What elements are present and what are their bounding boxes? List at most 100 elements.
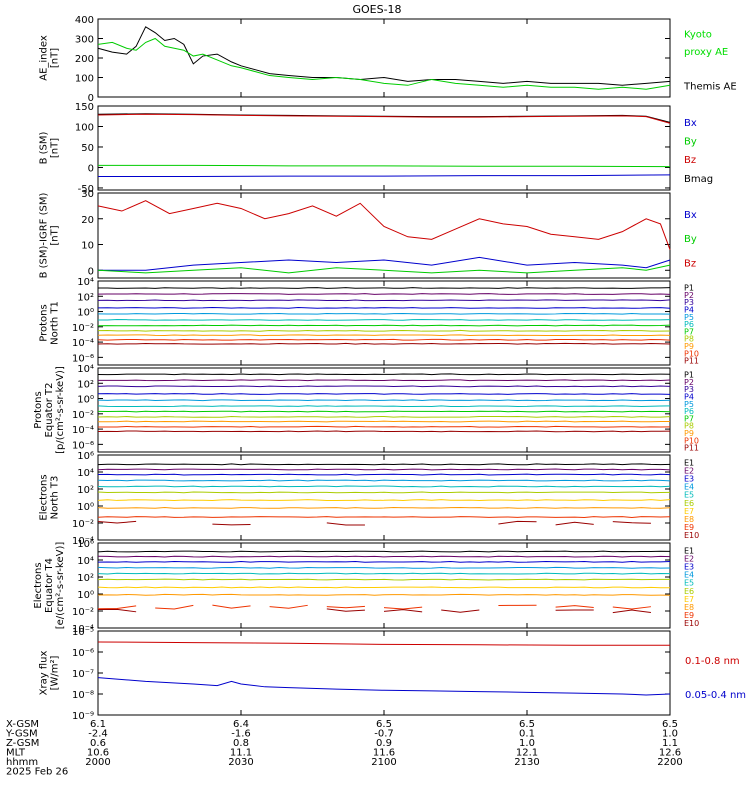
series-line-p2 <box>97 293 671 295</box>
series-line-p8 <box>97 329 671 332</box>
legend-label: P2 <box>684 291 694 300</box>
legend-label: P8 <box>684 422 694 431</box>
legend-label: P7 <box>684 327 694 336</box>
y-tick-label: 20 <box>81 215 94 226</box>
panel-7: 10⁶ 10⁴ 10² 10⁰ 10⁻² 10⁻⁴ Electrons Equator T4[… <box>33 539 699 635</box>
series-line-p3 <box>97 385 671 388</box>
legend-label: Bx <box>684 210 697 221</box>
legend-label: P7 <box>684 414 694 423</box>
legend-label: P4 <box>684 305 694 314</box>
y-axis-label: Equator T4 <box>44 558 55 613</box>
series-line-0-05-0-4-nm <box>97 677 671 696</box>
legend-label: P9 <box>684 429 694 438</box>
panel-3: 30 20 10 0 B (SM)-IGRF (SM) [nT] Bx By Bz <box>39 189 697 279</box>
y-tick-label: 10⁻⁴ <box>72 536 94 547</box>
series-line-e10 <box>97 608 137 613</box>
plot-date: 2025 Feb 26 <box>6 767 68 778</box>
legend-label: E3 <box>684 474 694 483</box>
y-tick-label: 10⁻⁴ <box>72 338 94 349</box>
x-row-value: 6.5 <box>519 719 535 730</box>
series-line-e9 <box>383 606 423 610</box>
series-line-e10 <box>326 608 365 612</box>
legend-label: 0.1-0.8 nm <box>685 656 740 667</box>
series-line-e1 <box>97 550 671 553</box>
series-line-by <box>98 164 671 168</box>
y-axis-label: AE_index <box>39 35 50 81</box>
y-tick-label: 0 <box>88 266 94 277</box>
series-line-p5 <box>97 312 671 315</box>
series-line-e3 <box>97 560 671 563</box>
series-line-e10 <box>441 609 480 613</box>
y-tick-label: 50 <box>81 143 94 154</box>
series-line-themis-ae <box>97 26 671 86</box>
y-tick-label: 10⁻⁹ <box>72 711 94 722</box>
series-line-e9 <box>612 606 651 610</box>
legend-label: E2 <box>684 466 694 475</box>
x-row-value: -1.6 <box>231 729 251 740</box>
y-tick-label: 10⁻⁶ <box>72 648 94 659</box>
legend-label: E8 <box>684 603 694 612</box>
series-line-p4 <box>97 393 671 395</box>
x-row-label: X-GSM <box>6 719 39 730</box>
series-line-e10 <box>555 521 594 526</box>
y-tick-label: 10⁰ <box>77 590 94 601</box>
legend-label: P11 <box>684 357 699 366</box>
legend-label: P3 <box>684 385 694 394</box>
x-row-label: Z-GSM <box>6 738 39 749</box>
x-row-value: 1.0 <box>662 729 678 740</box>
series-line-e10 <box>612 609 651 614</box>
x-row-value: 12.1 <box>516 748 538 759</box>
panel-frame <box>97 454 671 541</box>
y-tick-label: 10⁶ <box>77 539 94 550</box>
x-row-label: hhmm <box>6 757 38 768</box>
y-tick-label: 10² <box>77 485 94 496</box>
legend-label: 0.05-0.4 nm <box>685 690 746 701</box>
y-tick-label: 10⁴ <box>77 468 94 479</box>
series-line-p6 <box>97 405 671 408</box>
x-row-value: 0.1 <box>519 729 535 740</box>
x-row-value: 2030 <box>228 757 253 768</box>
legend-label: E2 <box>684 554 694 563</box>
y-tick-label: 10⁴ <box>77 364 94 375</box>
series-line-p3 <box>97 299 671 302</box>
y-tick-label: 100 <box>75 74 94 85</box>
x-row-value: 11.6 <box>373 748 395 759</box>
series-line-p5 <box>97 399 671 402</box>
y-axis-label: Electrons <box>39 474 50 520</box>
y-axis-label: Equator T2 <box>44 383 55 438</box>
legend-label: E6 <box>684 499 694 508</box>
legend-label: E8 <box>684 515 694 524</box>
series-line-e9 <box>269 604 308 609</box>
y-tick-label: 10⁻² <box>72 410 94 421</box>
x-row-value: 6.5 <box>662 719 678 730</box>
y-tick-label: 0 <box>88 93 94 104</box>
series-line-e3 <box>97 473 671 476</box>
legend-label: Themis AE <box>683 82 737 93</box>
legend-label: E3 <box>684 562 694 571</box>
legend-label: P5 <box>684 400 694 409</box>
series-line-p10 <box>97 425 671 428</box>
series-line-e1 <box>97 463 671 466</box>
y-tick-label: 10² <box>77 292 94 303</box>
legend-label: P11 <box>684 444 699 453</box>
y-tick-label: 300 <box>75 35 94 46</box>
y-tick-label: 10⁶ <box>77 451 94 462</box>
y-tick-label: -50 <box>78 184 94 195</box>
series-line-e6 <box>97 491 671 494</box>
series-line-bx <box>98 256 671 271</box>
panel-frame <box>97 192 671 279</box>
y-axis-label: Protons <box>33 391 44 428</box>
x-row-value: 0.9 <box>376 738 392 749</box>
y-tick-label: 10² <box>77 379 94 390</box>
legend-label: E10 <box>684 531 699 540</box>
x-row-value: 2100 <box>371 757 396 768</box>
series-line-e5 <box>97 572 671 575</box>
y-tick-label: 10⁻² <box>72 323 94 334</box>
series-line-e8 <box>97 506 671 509</box>
x-row-value: 6.5 <box>376 719 392 730</box>
legend-label: P4 <box>684 392 694 401</box>
legend-label: P6 <box>684 407 694 416</box>
series-line-p10 <box>97 338 671 341</box>
legend-label: Bmag <box>684 174 713 185</box>
